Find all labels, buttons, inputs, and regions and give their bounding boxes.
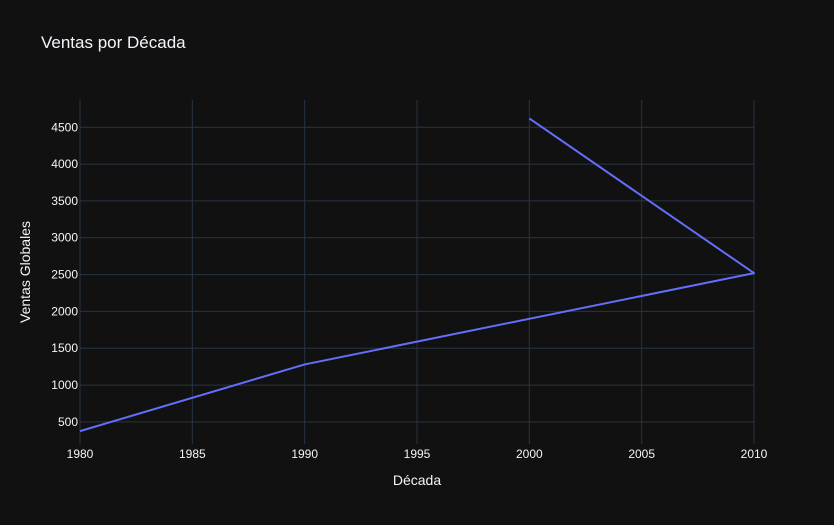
y-tick-label: 500 <box>58 415 78 429</box>
y-axis-label: Ventas Globales <box>17 221 33 323</box>
y-tick-label: 4500 <box>51 120 78 134</box>
x-axis-label: Década <box>393 472 441 488</box>
x-tick-label: 1995 <box>404 447 431 461</box>
grid-layer <box>79 100 755 444</box>
x-tick-label: 2005 <box>628 447 655 461</box>
x-tick-label: 1990 <box>291 447 318 461</box>
y-tick-label: 3000 <box>51 231 78 245</box>
y-tick-label: 2500 <box>51 268 78 282</box>
y-tick-label: 4000 <box>51 157 78 171</box>
y-tick-label: 1500 <box>51 341 78 355</box>
y-tick-label: 2000 <box>51 304 78 318</box>
x-tick-label: 1980 <box>67 447 94 461</box>
chart-title: Ventas por Década <box>41 33 186 52</box>
line-layer <box>79 117 755 433</box>
y-tick-label: 3500 <box>51 194 78 208</box>
tick-layer: 1980 1985 1990 1995 2000 2005 2010 500 1000 1500 2… <box>51 120 767 461</box>
x-tick-label: 2010 <box>741 447 768 461</box>
x-tick-label: 1985 <box>179 447 206 461</box>
x-tick-label: 2000 <box>516 447 543 461</box>
series-line <box>79 117 755 433</box>
y-tick-label: 1000 <box>51 378 78 392</box>
